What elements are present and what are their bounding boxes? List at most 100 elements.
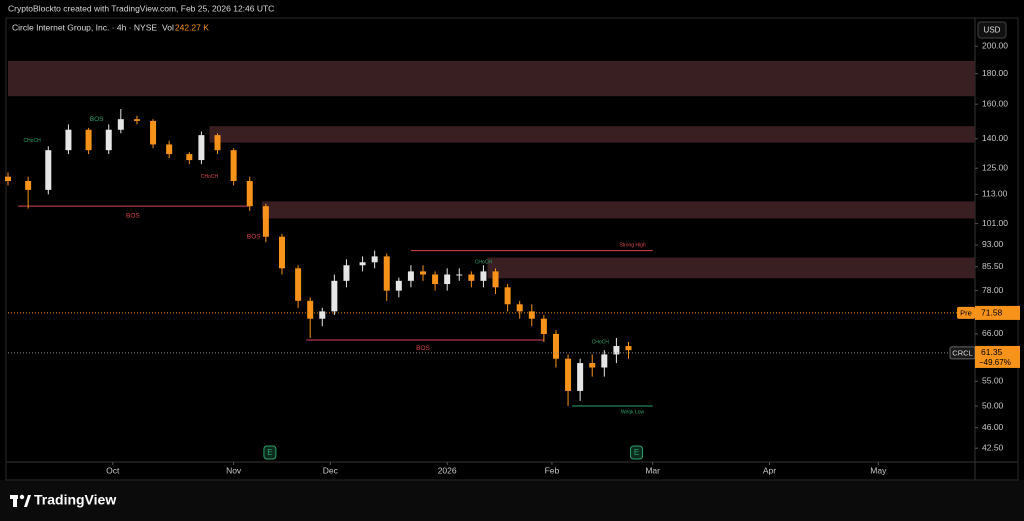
brand: TradingView (10, 492, 116, 508)
y-tick-label: 42.50 (982, 442, 1004, 452)
x-tick-label: Feb (545, 465, 560, 475)
candle-body (456, 274, 463, 276)
candle-body (186, 154, 193, 161)
change: −49.67% (979, 358, 1011, 367)
y-tick-label: 113.00 (982, 189, 1008, 199)
candle-body (589, 363, 596, 368)
earnings-label: E (634, 448, 639, 457)
candle-body (516, 304, 523, 312)
y-tick-label: 93.00 (982, 239, 1004, 249)
brand-name: TradingView (34, 492, 116, 508)
currency[interactable]: USD (984, 26, 1001, 35)
earnings-label: E (267, 448, 272, 457)
candle-body (528, 311, 535, 319)
annotation: Strong High (619, 242, 646, 248)
candle-body (468, 274, 475, 281)
annotation: CHoCH (475, 260, 493, 266)
candle-body (150, 120, 157, 145)
candle-body (117, 119, 124, 130)
x-tick-label: Oct (106, 465, 120, 475)
candle-body (5, 176, 11, 181)
supply-zone (261, 201, 975, 219)
y-tick-label: 66.00 (982, 328, 1004, 338)
supply-zone (487, 257, 975, 279)
candle-body (295, 268, 302, 301)
candle-body (230, 150, 237, 181)
last-price-box (975, 345, 1020, 368)
annotation: BOS (126, 213, 140, 220)
level-name: Pre (960, 308, 972, 317)
y-tick-label: 180.00 (982, 68, 1008, 78)
candle-body (278, 236, 285, 269)
candle-body (577, 363, 584, 391)
chart-title: Circle Internet Group, Inc. · 4h · NYSE (12, 22, 157, 32)
x-tick-label: Nov (226, 465, 242, 475)
earnings-marker (263, 445, 277, 460)
candle-body (395, 280, 402, 291)
candle-body (613, 346, 620, 355)
candle-body (214, 135, 221, 151)
candle-body (65, 129, 72, 151)
candle-body (166, 144, 173, 155)
annotation: CHoCH (201, 174, 219, 180)
candle-body (246, 180, 253, 207)
candle-body (540, 318, 547, 334)
candle-body (262, 206, 269, 237)
candle-body (25, 180, 32, 190)
candle-body (565, 358, 572, 391)
candle-body (85, 129, 92, 151)
candle-body (331, 280, 338, 312)
level-tag (957, 306, 975, 319)
y-tick-label: 101.00 (982, 218, 1008, 228)
logo-shape (19, 494, 25, 500)
candle-body (319, 311, 326, 319)
logo-shape (13, 495, 17, 507)
candle-body (371, 256, 378, 263)
logo-shape (24, 495, 31, 507)
frame (5, 17, 1019, 481)
header-text: CryptoBlockto created with TradingView.c… (8, 3, 274, 13)
candle-body (359, 262, 366, 266)
y-tick-label: 140.00 (982, 133, 1008, 143)
level-price-box (975, 305, 1020, 320)
y-tick-label: 125.00 (982, 162, 1008, 172)
y-tick-label: 55.00 (982, 376, 1004, 386)
annotation: BOS (247, 233, 261, 240)
y-tick-label: 160.00 (982, 98, 1008, 108)
candle-body (343, 265, 350, 281)
footer-bar (0, 480, 1024, 521)
y-tick-label: 85.50 (982, 261, 1004, 271)
candle-body (105, 129, 112, 151)
annotation: CHoCH (592, 339, 610, 345)
y-tick-label: 78.00 (982, 285, 1004, 295)
x-tick-label: May (870, 465, 887, 475)
candle-body (45, 150, 52, 190)
candle-body (625, 346, 632, 351)
candle-body (492, 271, 499, 288)
candle-body (307, 300, 314, 319)
x-tick-label: Dec (323, 465, 339, 475)
candle-body (383, 256, 390, 291)
candle-body (601, 354, 608, 368)
y-tick-label: 50.00 (982, 400, 1004, 410)
annotation: Weak Low (621, 410, 645, 416)
x-tick-label: Apr (763, 465, 776, 475)
volume-label: Vol (162, 22, 174, 32)
volume-value: 242.27 K (175, 22, 209, 32)
candle-body (480, 271, 487, 281)
candle-body (552, 333, 559, 359)
candle-body (133, 119, 140, 121)
candle-body (407, 271, 414, 281)
candle-body (432, 274, 439, 285)
y-tick-label: 46.00 (982, 422, 1004, 432)
annotation: BOS (416, 345, 430, 352)
candle-body (444, 274, 451, 285)
level-price: 71.58 (981, 308, 1003, 318)
candle-body (420, 271, 427, 275)
annotation: BOS (90, 116, 104, 123)
candle-body (504, 287, 511, 305)
currency-button[interactable] (977, 21, 1007, 39)
x-tick-label: Mar (645, 465, 660, 475)
y-tick-label: 200.00 (982, 41, 1008, 51)
